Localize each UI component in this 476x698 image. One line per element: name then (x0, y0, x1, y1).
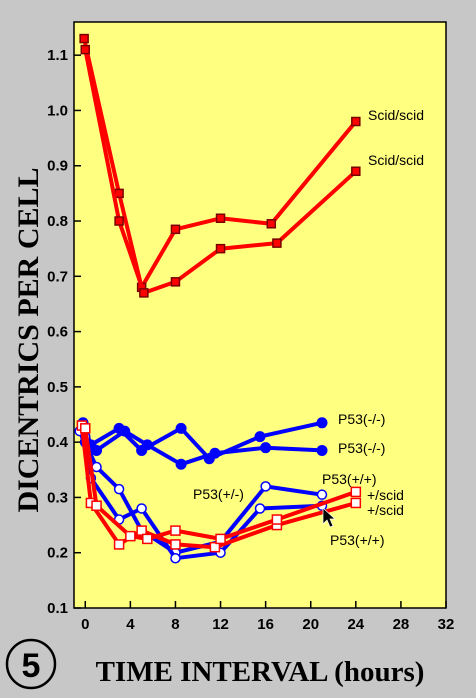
series-annotation: Scid/scid (368, 152, 424, 168)
y-tick-label: 0.6 (47, 324, 68, 341)
x-tick-label: 4 (126, 616, 135, 633)
series-line (83, 436, 323, 561)
data-point (351, 166, 361, 177)
data-point (272, 238, 282, 248)
data-point (170, 525, 181, 536)
data-point (91, 461, 102, 473)
series-annotation: P53(+/+) (330, 532, 384, 548)
data-point (254, 431, 266, 443)
data-point (209, 447, 221, 459)
y-tick-label: 0.1 (47, 600, 68, 617)
series-annotation: +/scid (367, 502, 404, 518)
y-tick-label: 0.3 (47, 489, 68, 506)
data-point (350, 497, 362, 509)
series-layer (74, 33, 362, 564)
data-point (80, 44, 91, 55)
x-tick-label: 24 (347, 616, 364, 633)
data-point (260, 481, 271, 492)
x-tick-label: 16 (257, 616, 274, 633)
figure-number-circle (5, 638, 57, 690)
series-annotation: Scid/scid (368, 107, 424, 123)
data-point (139, 288, 149, 298)
series-1 (80, 44, 361, 298)
series-line (83, 428, 357, 541)
data-point (209, 541, 221, 553)
data-point (79, 33, 89, 44)
data-point (136, 525, 147, 536)
data-point (175, 458, 187, 470)
data-point (271, 514, 283, 525)
y-tick-label: 0.4 (47, 434, 69, 451)
y-tick-label: 0.7 (47, 268, 68, 285)
series-annotation: P53(+/-) (193, 486, 244, 502)
series-annotation: P53(+/+) (322, 471, 376, 487)
y-tick-label: 0.5 (47, 379, 68, 396)
series-annotation: +/scid (367, 487, 404, 503)
data-point (266, 219, 277, 229)
data-point (254, 503, 266, 514)
y-tick-label: 1.1 (47, 47, 68, 64)
figure-number: 5 (22, 647, 41, 685)
data-point (113, 539, 125, 550)
series-line (84, 429, 323, 467)
data-point (316, 489, 328, 500)
data-point (170, 552, 181, 564)
data-point (142, 533, 153, 545)
data-point (114, 188, 124, 199)
data-point (119, 425, 131, 437)
y-tick-label: 1.0 (47, 102, 68, 119)
data-point (170, 224, 181, 235)
cursor-arrow (322, 507, 336, 528)
data-point (136, 503, 147, 514)
data-point (114, 216, 124, 226)
x-axis-label: TIME INTERVAL (hours) (96, 656, 425, 688)
data-point (260, 442, 272, 454)
data-point (215, 213, 226, 224)
data-point (316, 417, 328, 429)
series-7 (80, 423, 362, 545)
data-point (351, 116, 361, 127)
y-tick-label: 0.8 (47, 213, 68, 230)
x-tick-label: 32 (438, 616, 455, 633)
data-point (170, 277, 181, 287)
data-point (91, 500, 102, 511)
x-tick-label: 20 (302, 616, 319, 633)
data-point (141, 439, 153, 451)
data-point (91, 444, 103, 456)
y-axis-label: DICENTRICS PER CELL (12, 167, 45, 512)
series-annotation: P53(-/-) (338, 411, 385, 427)
axes: 0.1 0.2 0.3 0.4 0.5 0.6 0.7 0.8 0.9 1.0 1.1 0 4 8 12 16… (47, 47, 454, 633)
y-tick-label: 0.9 (47, 158, 68, 175)
x-tick-label: 28 (393, 616, 410, 633)
annotation-layer: Scid/scid Scid/scid P53(-/-) P53(-/-) P53(+/… (193, 107, 424, 548)
x-tick-label: 12 (212, 616, 229, 633)
data-point (316, 444, 328, 456)
x-tick-label: 0 (81, 616, 89, 633)
data-point (175, 422, 187, 434)
data-point (80, 423, 91, 434)
data-point (170, 539, 181, 550)
data-point (125, 530, 136, 542)
data-point (350, 486, 362, 498)
data-point (215, 243, 226, 254)
data-point (215, 533, 226, 545)
x-tick-label: 8 (171, 616, 179, 633)
y-tick-label: 0.2 (47, 545, 68, 562)
data-point (113, 483, 125, 495)
series-annotation: P53(-/-) (338, 440, 385, 456)
series-3 (79, 425, 328, 470)
